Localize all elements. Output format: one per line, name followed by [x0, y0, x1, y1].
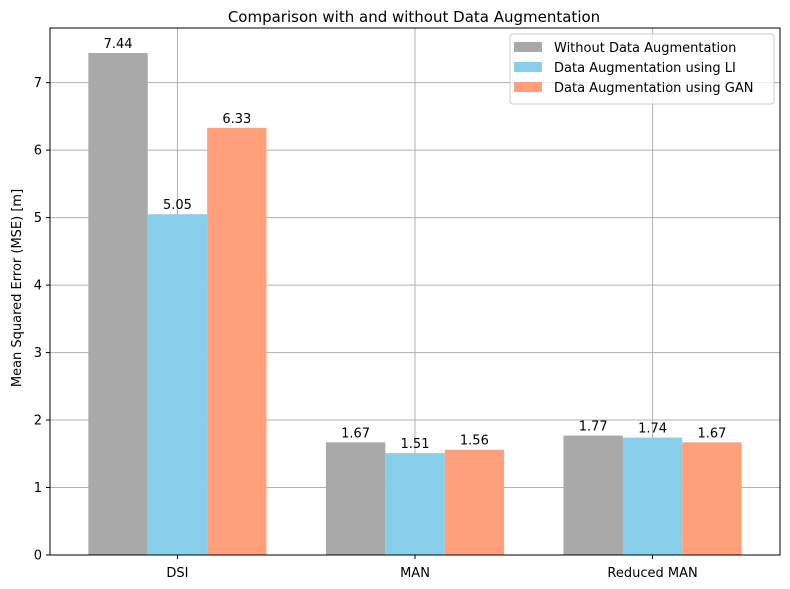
- bar-value-label: 5.05: [163, 198, 192, 213]
- x-tick-label: DSI: [166, 566, 188, 581]
- x-axis: DSI MAN Reduced MAN: [166, 555, 698, 581]
- bar: [622, 437, 683, 555]
- bar: [682, 442, 742, 555]
- bar: [563, 435, 623, 555]
- chart-title: Comparison with and without Data Augment…: [228, 8, 600, 26]
- y-axis: 0 1 2 3 4 5 6 7: [34, 76, 50, 564]
- bar: [325, 442, 386, 555]
- y-tick-label: 7: [34, 76, 42, 91]
- y-tick-label: 4: [34, 279, 42, 294]
- legend-label: Without Data Augmentation: [554, 41, 736, 56]
- y-tick-label: 6: [34, 144, 42, 159]
- bar: [147, 214, 208, 555]
- y-tick-label: 2: [34, 414, 42, 429]
- x-tick-label: Reduced MAN: [607, 566, 697, 581]
- bar-value-labels: 7.44 1.67 1.77 5.05 1.51 1.74 6.33 1.56 1.67: [104, 37, 727, 452]
- bar: [385, 453, 445, 555]
- bar-value-label: 6.33: [222, 112, 251, 127]
- legend-swatch: [514, 42, 542, 52]
- bars: [88, 52, 742, 556]
- legend-swatch: [514, 82, 542, 92]
- y-tick-label: 5: [34, 211, 42, 226]
- bar-value-label: 1.51: [401, 437, 430, 452]
- y-tick-label: 0: [34, 549, 42, 564]
- bar-value-label: 1.77: [579, 420, 608, 435]
- bar-value-label: 1.67: [697, 426, 726, 441]
- bar-value-label: 1.74: [638, 422, 667, 437]
- bar-value-label: 7.44: [104, 37, 133, 52]
- legend: Without Data Augmentation Data Augmentati…: [509, 33, 775, 105]
- bar: [88, 52, 148, 556]
- y-tick-label: 3: [34, 346, 42, 361]
- legend-label: Data Augmentation using GAN: [554, 81, 754, 96]
- y-tick-label: 1: [34, 481, 42, 496]
- legend-swatch: [514, 62, 542, 72]
- bar: [444, 449, 505, 555]
- legend-box: [509, 33, 775, 105]
- bar: [207, 127, 267, 556]
- y-axis-label: Mean Squared Error (MSE) [m]: [10, 189, 25, 387]
- x-tick-label: MAN: [400, 566, 430, 581]
- legend-label: Data Augmentation using LI: [554, 61, 736, 76]
- bar-value-label: 1.67: [341, 426, 370, 441]
- bar-value-label: 1.56: [460, 434, 489, 449]
